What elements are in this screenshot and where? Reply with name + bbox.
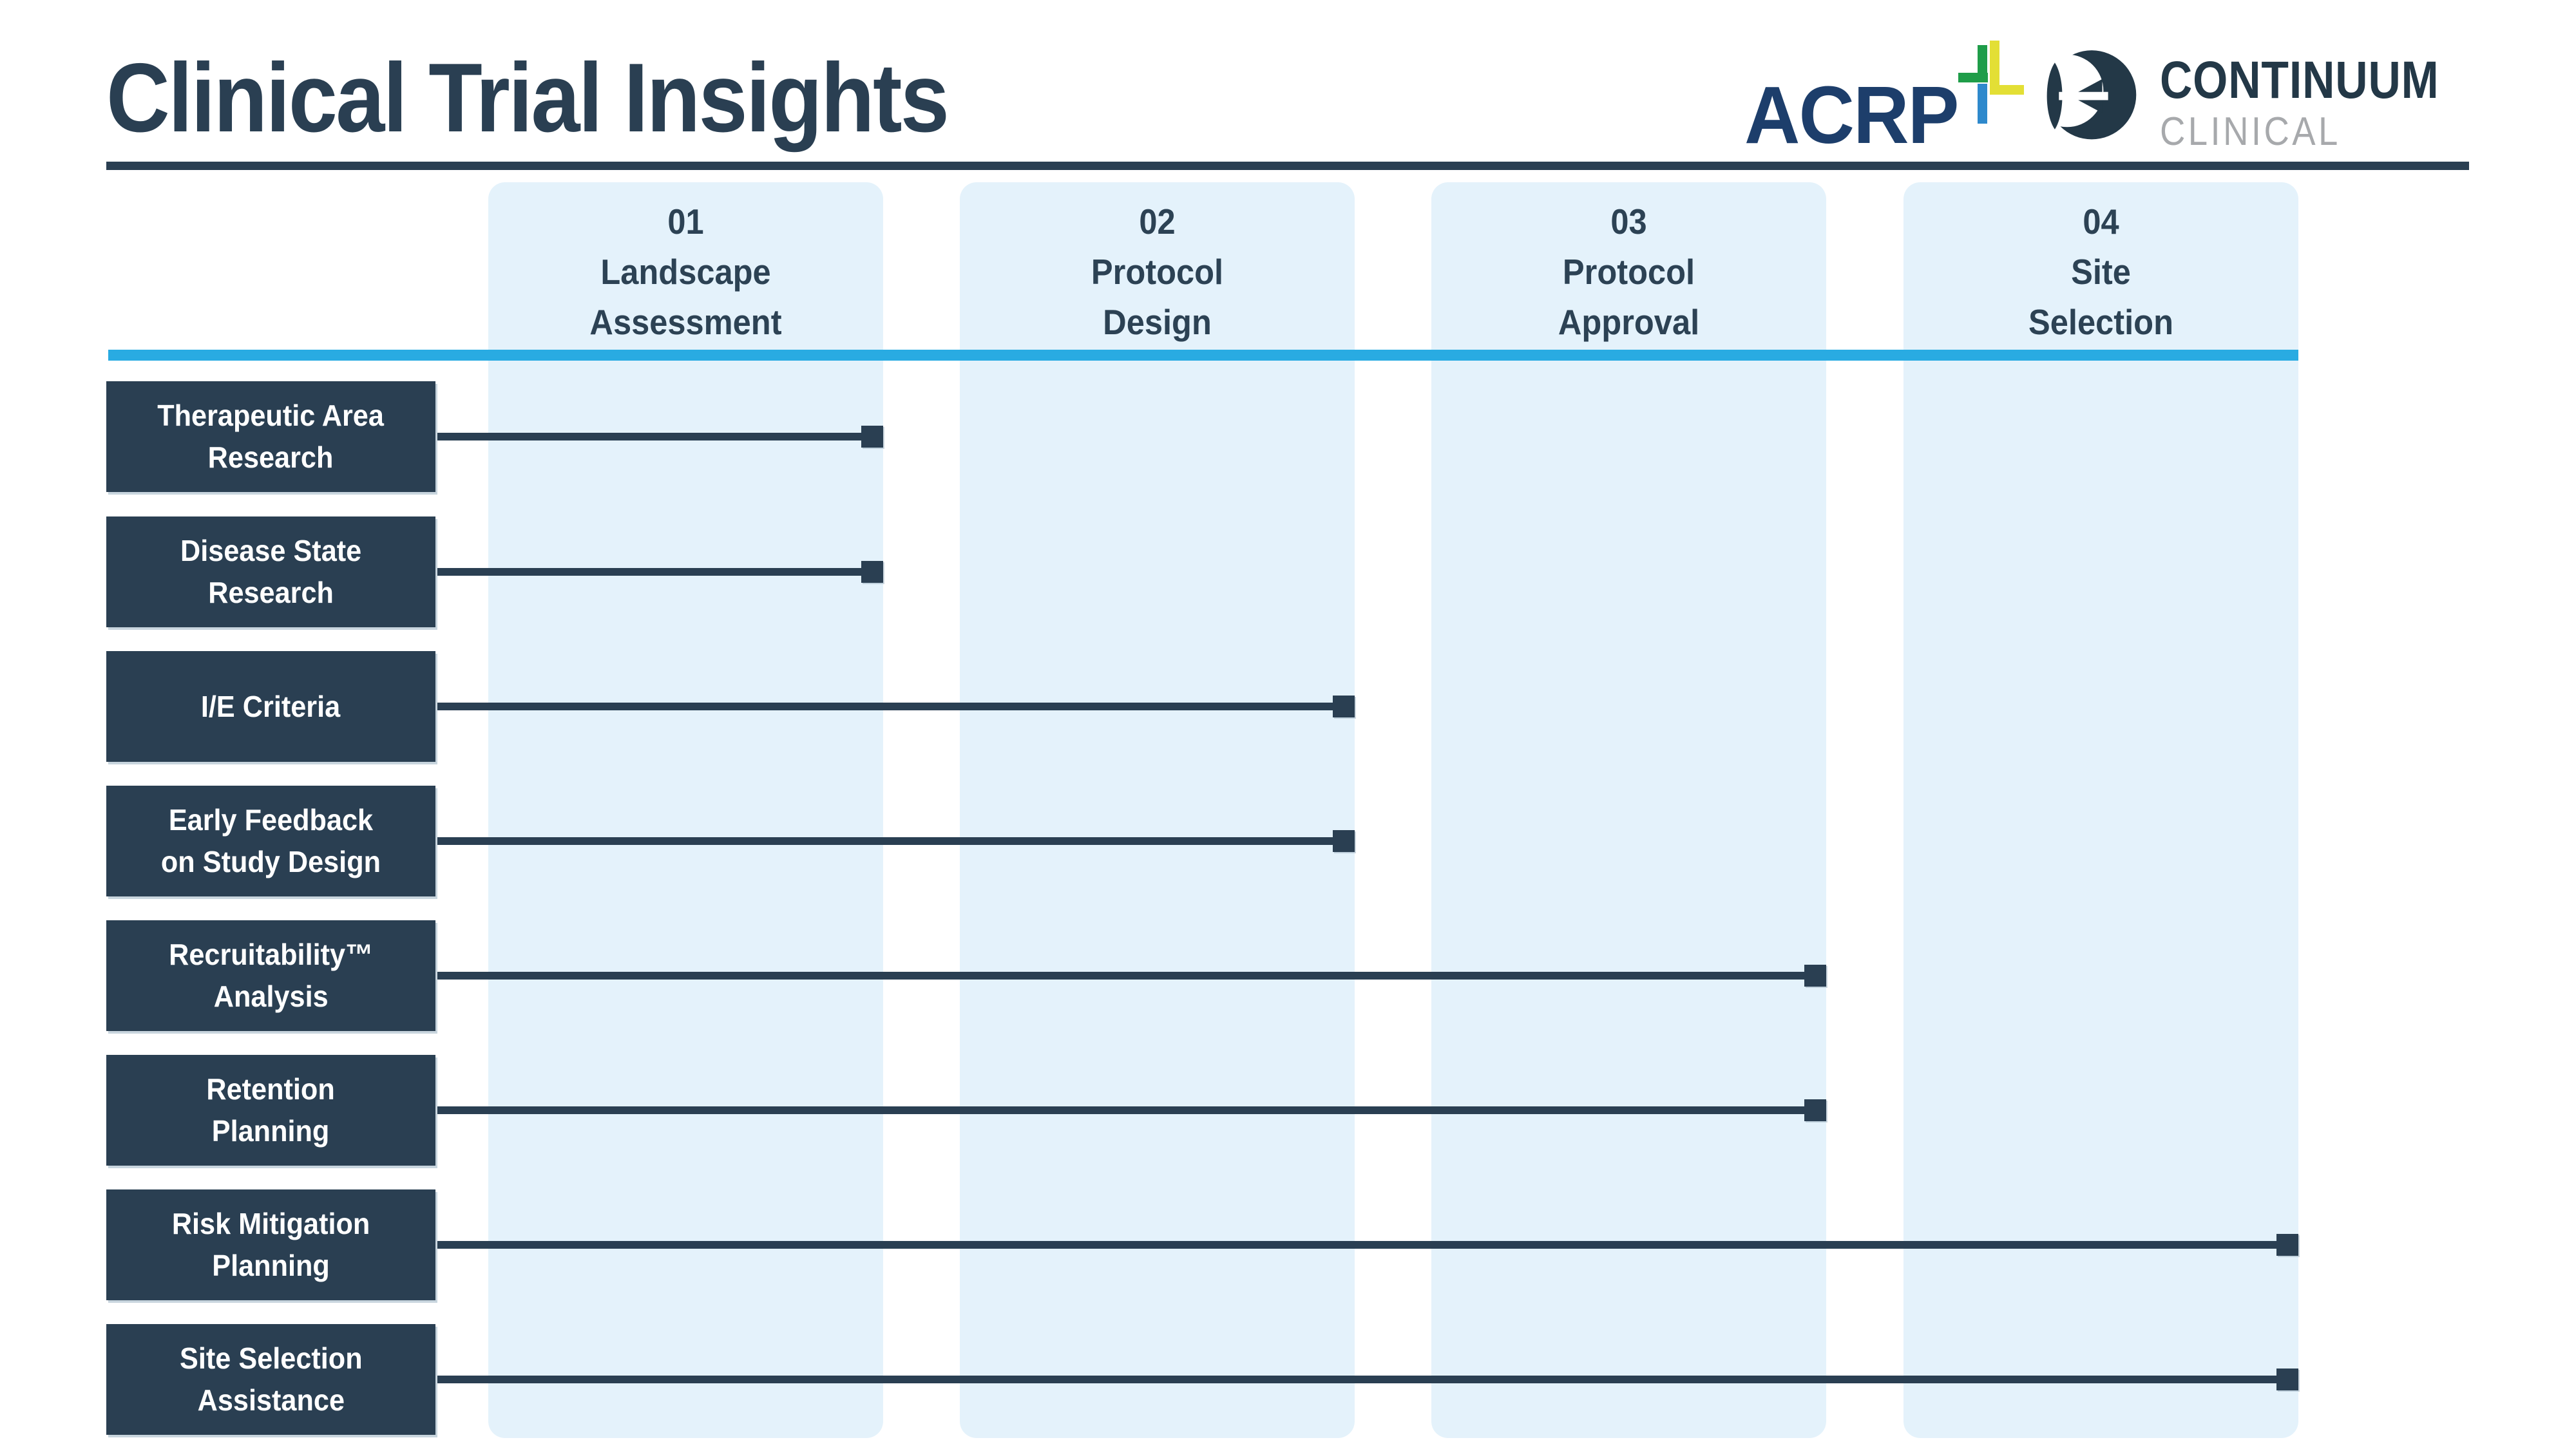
phase-name: Protocol Design	[1091, 252, 1224, 342]
service-box: Risk Mitigation Planning	[106, 1189, 435, 1300]
continuum-logo-subtitle: CLINICAL	[2160, 109, 2341, 154]
acrp-plus-blue-vertical	[1978, 84, 1987, 124]
service-row: Retention Planning	[106, 1055, 2361, 1166]
phase-header-04: 04 Site Selection	[1920, 196, 2283, 347]
service-row: Therapeutic Area Research	[106, 381, 2361, 492]
timeline-endpoint-marker	[1804, 1099, 1826, 1121]
service-label: Early Feedback on Study Design	[160, 803, 381, 878]
service-row: Disease State Research	[106, 516, 2361, 627]
service-label: Retention Planning	[206, 1072, 336, 1148]
acrp-logo-text: ACRP	[1744, 70, 1959, 160]
service-box: Site Selection Assistance	[106, 1324, 435, 1435]
service-box: Early Feedback on Study Design	[106, 786, 435, 896]
continuum-eye-icon	[2034, 50, 2137, 140]
acrp-logo: ACRP	[1744, 39, 2028, 167]
page-title: Clinical Trial Insights	[106, 43, 949, 153]
service-box: Disease State Research	[106, 516, 435, 627]
service-box: Recruitability™ Analysis	[106, 920, 435, 1031]
timeline-endpoint-marker	[861, 561, 883, 583]
service-box: I/E Criteria	[106, 651, 435, 762]
service-label: Therapeutic Area Research	[157, 399, 385, 474]
phase-name: Site Selection	[2028, 252, 2173, 342]
phase-divider-bar	[108, 350, 2298, 361]
phase-column-02: 02 Protocol Design	[960, 182, 1355, 1438]
phase-number: 03	[1610, 202, 1647, 242]
timeline-line	[435, 1368, 2298, 1390]
acrp-plus-yellow-horizontal	[1999, 85, 2024, 95]
phase-name: Protocol Approval	[1558, 252, 1700, 342]
timeline-endpoint-marker	[2276, 1368, 2298, 1390]
phase-column-01: 01 Landscape Assessment	[488, 182, 883, 1438]
service-row: Risk Mitigation Planning	[106, 1189, 2361, 1300]
acrp-plus-yellow-vertical	[1990, 41, 1999, 95]
phase-header-02: 02 Protocol Design	[976, 196, 1339, 347]
service-box: Therapeutic Area Research	[106, 381, 435, 492]
continuum-logo-name: CONTINUUM	[2160, 51, 2439, 109]
timeline-endpoint-marker	[1333, 830, 1355, 852]
service-label: I/E Criteria	[201, 689, 341, 723]
phase-number: 01	[667, 202, 704, 242]
phase-number: 02	[1139, 202, 1176, 242]
phase-name: Landscape Assessment	[589, 252, 782, 342]
timeline-endpoint-marker	[1333, 696, 1355, 717]
acrp-plus-icon	[1958, 41, 2039, 128]
timeline-line	[435, 1234, 2298, 1256]
continuum-clinical-logo: CONTINUUM CLINICAL	[2034, 40, 2478, 162]
service-label: Disease State Research	[180, 534, 362, 609]
phase-header-03: 03 Protocol Approval	[1447, 196, 1811, 347]
service-row: I/E Criteria	[106, 651, 2361, 762]
timeline-endpoint-marker	[861, 426, 883, 448]
timeline-line	[435, 830, 1355, 852]
service-label: Site Selection Assistance	[179, 1341, 363, 1417]
phase-column-03: 03 Protocol Approval	[1431, 182, 1826, 1438]
phase-header-01: 01 Landscape Assessment	[504, 196, 868, 347]
acrp-plus-green-horizontal	[1958, 73, 1988, 82]
header-rule	[106, 162, 2469, 170]
timeline-line	[435, 965, 1826, 987]
timeline-line	[435, 561, 883, 583]
phase-column-04: 04 Site Selection	[1903, 182, 2298, 1438]
timeline-endpoint-marker	[2276, 1234, 2298, 1256]
service-label: Risk Mitigation Planning	[171, 1207, 370, 1282]
service-label: Recruitability™ Analysis	[168, 938, 374, 1013]
service-row: Recruitability™ Analysis	[106, 920, 2361, 1031]
phase-number: 04	[2083, 202, 2119, 242]
service-row: Site Selection Assistance	[106, 1324, 2361, 1435]
timeline-endpoint-marker	[1804, 965, 1826, 987]
service-box: Retention Planning	[106, 1055, 435, 1166]
timeline-line	[435, 696, 1355, 717]
timeline-line	[435, 1099, 1826, 1121]
service-row: Early Feedback on Study Design	[106, 786, 2361, 896]
timeline-line	[435, 426, 883, 448]
